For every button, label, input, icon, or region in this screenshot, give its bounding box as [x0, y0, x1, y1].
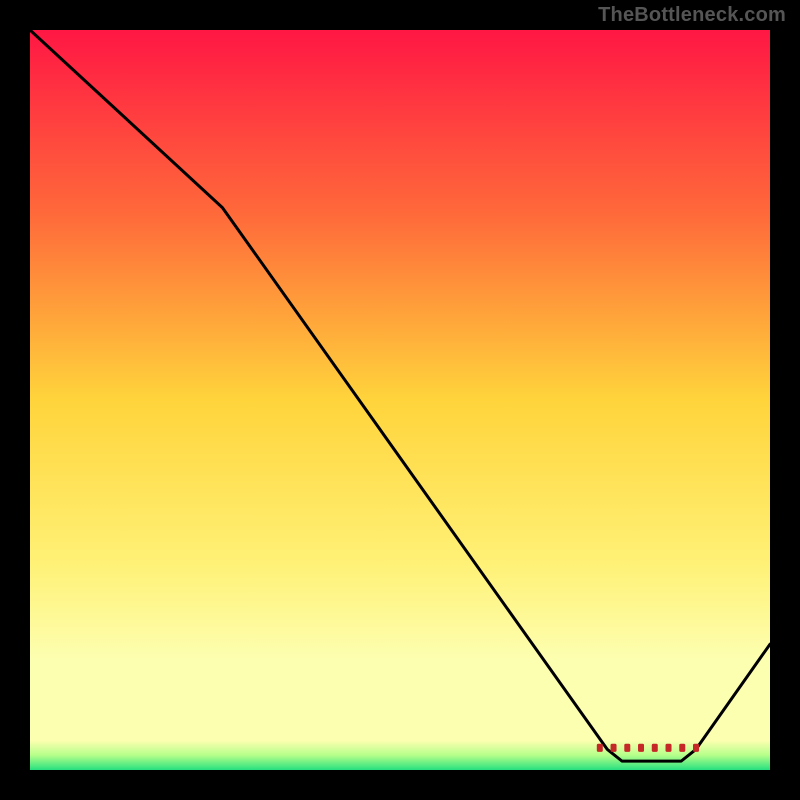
plot-background	[30, 30, 770, 770]
chart-container: TheBottleneck.com	[0, 0, 800, 800]
watermark-text: TheBottleneck.com	[598, 4, 786, 27]
bottleneck-chart	[0, 0, 800, 800]
